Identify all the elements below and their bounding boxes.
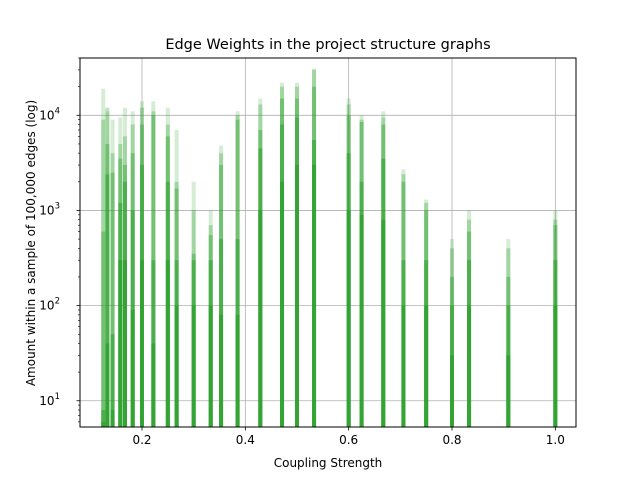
bar bbox=[101, 421, 106, 427]
bars bbox=[101, 68, 558, 428]
y-tick-label: 102 bbox=[39, 297, 60, 313]
bar bbox=[151, 343, 156, 427]
x-tick-label: 0.4 bbox=[236, 433, 255, 447]
x-axis-label: Coupling Strength bbox=[274, 456, 383, 470]
bar bbox=[295, 165, 299, 428]
bar bbox=[101, 119, 106, 427]
bar bbox=[191, 305, 196, 427]
bar bbox=[122, 260, 127, 427]
x-tick-label: 0.6 bbox=[339, 433, 358, 447]
y-tick-label: 103 bbox=[39, 201, 60, 217]
bar bbox=[118, 260, 123, 427]
bar bbox=[110, 153, 115, 427]
bar bbox=[219, 314, 224, 427]
plot-frame bbox=[79, 57, 577, 428]
bar bbox=[110, 172, 115, 427]
grid-lines bbox=[80, 58, 576, 427]
y-tick-label: 104 bbox=[39, 106, 60, 122]
bar bbox=[346, 210, 351, 427]
bar bbox=[424, 305, 429, 427]
bar bbox=[506, 355, 511, 427]
bar bbox=[401, 305, 406, 427]
bar bbox=[381, 219, 386, 427]
bar bbox=[165, 260, 170, 427]
y-tick-label: 101 bbox=[39, 392, 60, 408]
bar bbox=[101, 231, 106, 427]
bar bbox=[105, 174, 110, 427]
x-axis-ticks: 0.2 0.4 0.6 0.8 1.0 bbox=[132, 427, 565, 447]
bar bbox=[110, 334, 115, 427]
bar bbox=[110, 119, 115, 427]
x-tick-label: 0.8 bbox=[442, 433, 461, 447]
bar bbox=[258, 210, 263, 427]
bar bbox=[235, 314, 240, 427]
bar bbox=[110, 409, 115, 427]
bar bbox=[174, 305, 179, 427]
y-axis-label: Amount within a sample of 100,000 edges … bbox=[24, 100, 38, 386]
bar bbox=[140, 260, 144, 427]
x-tick-label: 0.2 bbox=[132, 433, 151, 447]
bar bbox=[312, 165, 317, 428]
bar bbox=[359, 214, 364, 427]
chart-title: Edge Weights in the project structure gr… bbox=[165, 37, 490, 53]
bar bbox=[553, 305, 558, 427]
y-axis-ticks: 101 102 103 104 bbox=[39, 57, 80, 423]
bar bbox=[467, 305, 472, 427]
bar bbox=[280, 181, 285, 427]
bar bbox=[130, 309, 135, 427]
bar bbox=[101, 409, 106, 427]
bar bbox=[101, 88, 106, 427]
x-tick-label: 1.0 bbox=[546, 433, 565, 447]
bar bbox=[208, 305, 213, 427]
bar bbox=[450, 355, 454, 427]
bar bbox=[105, 343, 110, 427]
